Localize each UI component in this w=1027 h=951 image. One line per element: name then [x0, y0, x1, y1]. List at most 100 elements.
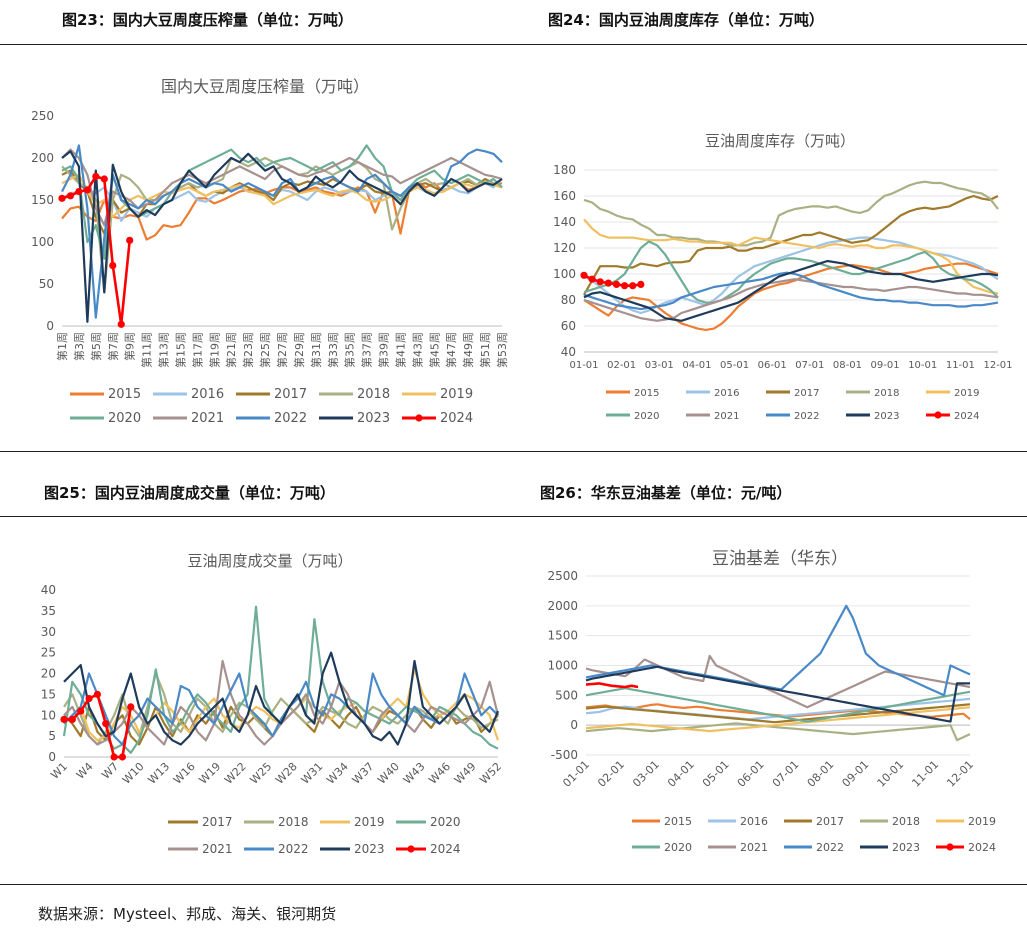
- series-line-2018: [583, 180, 999, 247]
- x-tick-label: 第27周: [275, 332, 289, 368]
- x-tick-label: 第1周: [55, 332, 69, 361]
- legend-entry-2023: 2023: [320, 842, 385, 856]
- x-tick-label: 12-01: [983, 360, 1012, 371]
- data-point-2024: [66, 192, 75, 200]
- x-tick-label: 04-01: [665, 758, 697, 790]
- legend-label: 2019: [954, 388, 979, 399]
- legend-label: 2018: [357, 387, 390, 402]
- x-tick-label: 02-01: [595, 758, 627, 790]
- x-tick-label: W31: [299, 760, 326, 787]
- legend-label: 2019: [968, 815, 996, 828]
- x-tick-label: 04-01: [682, 360, 711, 371]
- x-tick-label: 第41周: [393, 332, 407, 368]
- x-tick-label: 第5周: [89, 332, 103, 361]
- x-tick-label: 03-01: [630, 758, 662, 790]
- legend-entry-2024: 2024: [926, 411, 979, 422]
- legend-entry-2024: 2024: [936, 841, 996, 854]
- y-tick-label: 30: [41, 625, 56, 639]
- legend-label: 2023: [892, 841, 920, 854]
- x-tick-label: 第15周: [173, 332, 187, 368]
- data-point-2024: [637, 280, 645, 288]
- header-rule-middle-bottom: [0, 516, 1027, 517]
- x-tick-label: 第45周: [427, 332, 441, 368]
- y-tick-label: 0: [48, 750, 56, 764]
- data-point-2024: [83, 186, 91, 194]
- series-line-2023: [585, 665, 970, 723]
- x-tick-label: 第39周: [377, 332, 391, 368]
- legend-label: 2020: [430, 815, 461, 829]
- series-line-2019: [583, 218, 999, 295]
- data-point-2024: [596, 278, 604, 286]
- data-point-2024: [92, 172, 100, 181]
- chart-title: 豆油周度库存（万吨）: [705, 132, 855, 150]
- x-tick-label: 01-01: [569, 360, 598, 371]
- x-tick-label: 07-01: [770, 758, 802, 790]
- x-tick-label: 第11周: [140, 332, 154, 368]
- legend-label: 2017: [816, 815, 844, 828]
- data-point-2024: [93, 690, 101, 698]
- x-tick-label: W46: [426, 760, 453, 787]
- x-tick-label: W13: [145, 760, 172, 787]
- y-tick-label: 40: [41, 583, 56, 597]
- legend-label: 2018: [874, 388, 899, 399]
- series-line-2023: [61, 150, 503, 323]
- legend-label: 2023: [874, 411, 899, 422]
- data-point-2024: [629, 282, 637, 290]
- series-line-2019: [61, 173, 503, 218]
- data-point-2024: [60, 715, 68, 724]
- legend-entry-2018: 2018: [319, 387, 390, 402]
- x-tick-label: 11-01: [909, 758, 941, 790]
- y-tick-label: 0: [570, 718, 578, 732]
- y-tick-label: 0: [46, 319, 54, 333]
- y-tick-label: 160: [553, 189, 576, 203]
- legend-entry-2019: 2019: [936, 815, 996, 828]
- legend-entry-2020: 2020: [396, 815, 461, 829]
- legend-label: 2021: [714, 411, 739, 422]
- x-tick-label: 05-01: [700, 758, 732, 790]
- y-tick-label: 2000: [547, 599, 578, 613]
- legend-entry-2022: 2022: [784, 841, 844, 854]
- data-point-2024: [77, 707, 85, 715]
- data-point-2024: [117, 320, 125, 328]
- x-tick-label: 第47周: [444, 332, 458, 368]
- x-tick-label: 第33周: [326, 332, 340, 368]
- legend-entry-2024: 2024: [396, 842, 461, 856]
- legend-label: 2015: [108, 387, 141, 402]
- legend-label: 2016: [714, 388, 739, 399]
- y-tick-label: 60: [561, 319, 576, 333]
- legend-entry-2017: 2017: [236, 387, 307, 402]
- y-tick-label: 40: [561, 345, 576, 359]
- legend-entry-2022: 2022: [244, 842, 309, 856]
- y-tick-label: 35: [41, 604, 56, 618]
- x-tick-label: W28: [273, 760, 300, 787]
- legend-entry-2022: 2022: [236, 411, 307, 426]
- y-tick-label: -500: [551, 748, 578, 762]
- x-tick-label: 第13周: [157, 332, 171, 368]
- series-line-2022: [585, 604, 971, 697]
- x-tick-label: 06-01: [758, 360, 787, 371]
- legend-label: 2020: [664, 841, 692, 854]
- legend-entry-2018: 2018: [860, 815, 920, 828]
- x-tick-label: 05-01: [720, 360, 749, 371]
- soyoil-deal-chart: 豆油周度成交量（万吨） 0 5 10 15 20 25 30 35 40 W1 W4 W7 W10 W13 W…: [20, 540, 520, 870]
- figure-24-title: 图24：国内豆油周度库存（单位：万吨）: [548, 11, 824, 29]
- legend-label: 2019: [354, 815, 385, 829]
- y-tick-label: 1500: [547, 629, 578, 643]
- y-tick-label: 1000: [547, 659, 578, 673]
- legend-label: 2023: [354, 842, 385, 856]
- x-tick-label: 第17周: [190, 332, 204, 368]
- y-tick-label: 80: [561, 293, 576, 307]
- legend-label: 2023: [357, 411, 390, 426]
- series-line-2016: [583, 236, 999, 315]
- header-rule-middle-top: [0, 451, 1027, 452]
- data-point-2024: [75, 188, 83, 196]
- x-tick-label: 06-01: [735, 758, 767, 790]
- legend-label: 2020: [634, 411, 659, 422]
- x-tick-label: W4: [74, 760, 96, 782]
- legend-entry-2020: 2020: [606, 411, 659, 422]
- data-point-2024: [58, 194, 66, 202]
- x-tick-label: W16: [171, 760, 198, 787]
- x-tick-label: 第21周: [224, 332, 238, 368]
- soyoil-stock-chart-svg: 豆油周度库存（万吨） 40 60 80 100 120 140 160 180 01-01 02-0…: [553, 132, 1012, 422]
- soyoil-basis-chart: 豆油基差（华东） -500 0 500 1000 1500 2000 2500 01-01 02-…: [540, 540, 1020, 870]
